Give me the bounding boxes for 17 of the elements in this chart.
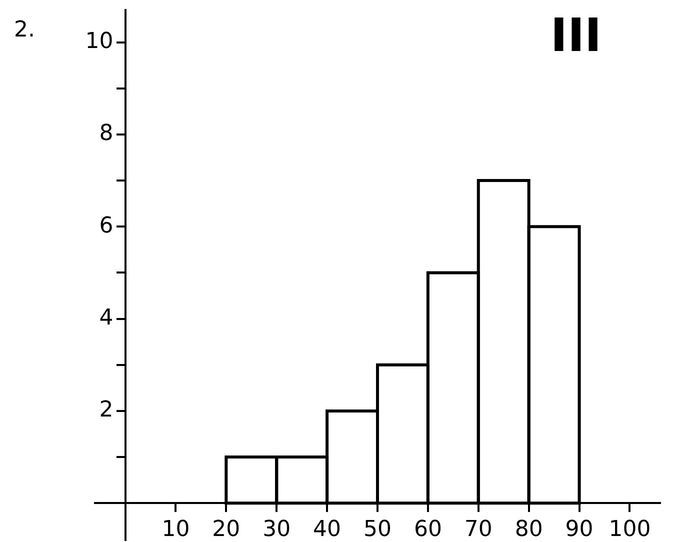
x-tick-label: 90 xyxy=(565,517,594,542)
x-tick-label: 10 xyxy=(162,517,190,542)
x-tick-label: 30 xyxy=(262,517,291,542)
y-tick-label: 8 xyxy=(99,121,114,146)
text: 2. xyxy=(14,18,35,43)
x-tick-label: 100 xyxy=(608,517,651,542)
x-tick-label: 50 xyxy=(364,517,392,542)
y-tick-label: 2 xyxy=(99,398,114,423)
annotation: III xyxy=(550,8,602,62)
y-tick-label: 6 xyxy=(99,213,114,238)
x-tick-label: 40 xyxy=(313,517,342,542)
x-tick-label: 70 xyxy=(464,517,492,542)
x-tick-label: 60 xyxy=(414,517,442,542)
x-tick-label: 20 xyxy=(212,517,240,542)
y-tick-label: 10 xyxy=(85,28,114,54)
y-tick-label: 4 xyxy=(99,306,114,330)
x-tick-label: 80 xyxy=(514,517,543,542)
